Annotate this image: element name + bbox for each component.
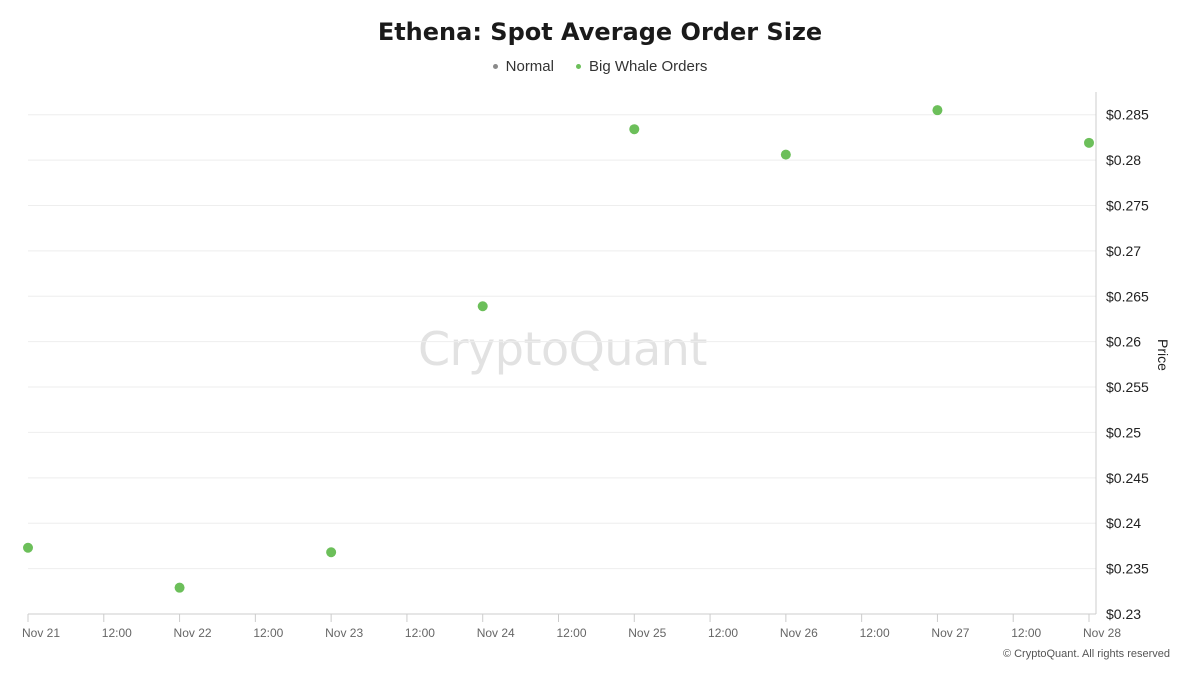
y-tick-label: $0.285	[1106, 107, 1149, 123]
x-tick-label: Nov 26	[780, 626, 818, 640]
data-point-big-whale-orders[interactable]	[174, 582, 185, 593]
x-tick-label: Nov 28	[1083, 626, 1121, 640]
y-tick-label: $0.23	[1106, 606, 1141, 622]
x-tick-label: 12:00	[708, 626, 738, 640]
y-tick-label: $0.245	[1106, 470, 1149, 486]
legend-marker-normal	[492, 64, 498, 69]
x-tick-label: Nov 23	[325, 626, 363, 640]
x-tick-label: Nov 27	[931, 626, 969, 640]
legend: Normal Big Whale Orders	[0, 58, 1200, 75]
data-point-big-whale-orders[interactable]	[23, 542, 33, 553]
x-tick-label: Nov 22	[174, 626, 212, 640]
copyright-notice: © CryptoQuant. All rights reserved	[1002, 648, 1170, 660]
data-point-big-whale-orders[interactable]	[326, 547, 337, 558]
legend-marker-big-whale-orders	[575, 64, 581, 69]
y-tick-label: $0.265	[1106, 288, 1149, 304]
y-tick-label: $0.27	[1106, 243, 1141, 259]
data-point-big-whale-orders[interactable]	[780, 149, 791, 160]
data-point-big-whale-orders[interactable]	[477, 301, 488, 312]
legend-label-big-whale-orders: Big Whale Orders	[588, 58, 708, 75]
x-tick-label: 12:00	[1011, 626, 1041, 640]
x-tick-label: 12:00	[405, 626, 435, 640]
x-tick-label: Nov 21	[22, 626, 60, 640]
x-tick-label: Nov 24	[477, 626, 515, 640]
data-point-big-whale-orders[interactable]	[629, 124, 640, 135]
y-tick-label: $0.28	[1106, 152, 1141, 168]
x-tick-label: 12:00	[860, 626, 890, 640]
x-tick-label: 12:00	[556, 626, 586, 640]
y-tick-label: $0.25	[1106, 424, 1141, 440]
x-tick-label: 12:00	[102, 626, 132, 640]
y-tick-label: $0.26	[1106, 334, 1141, 350]
y-tick-label: $0.235	[1106, 561, 1149, 577]
chart-title: Ethena: Spot Average Order Size	[377, 18, 823, 46]
legend-item-normal[interactable]: Normal	[492, 58, 554, 75]
x-tick-label: 12:00	[253, 626, 283, 640]
legend-item-big-whale-orders[interactable]: Big Whale Orders	[575, 58, 708, 75]
x-tick-label: Nov 25	[628, 626, 666, 640]
y-tick-label: $0.255	[1106, 379, 1149, 395]
watermark: CryptoQuant	[418, 322, 707, 376]
legend-label-normal: Normal	[505, 58, 554, 75]
y-tick-label: $0.275	[1106, 197, 1149, 213]
data-point-big-whale-orders[interactable]	[932, 105, 943, 116]
y-axis-title: Price	[1155, 339, 1171, 371]
y-tick-label: $0.24	[1106, 515, 1141, 531]
data-point-big-whale-orders[interactable]	[1084, 137, 1094, 148]
